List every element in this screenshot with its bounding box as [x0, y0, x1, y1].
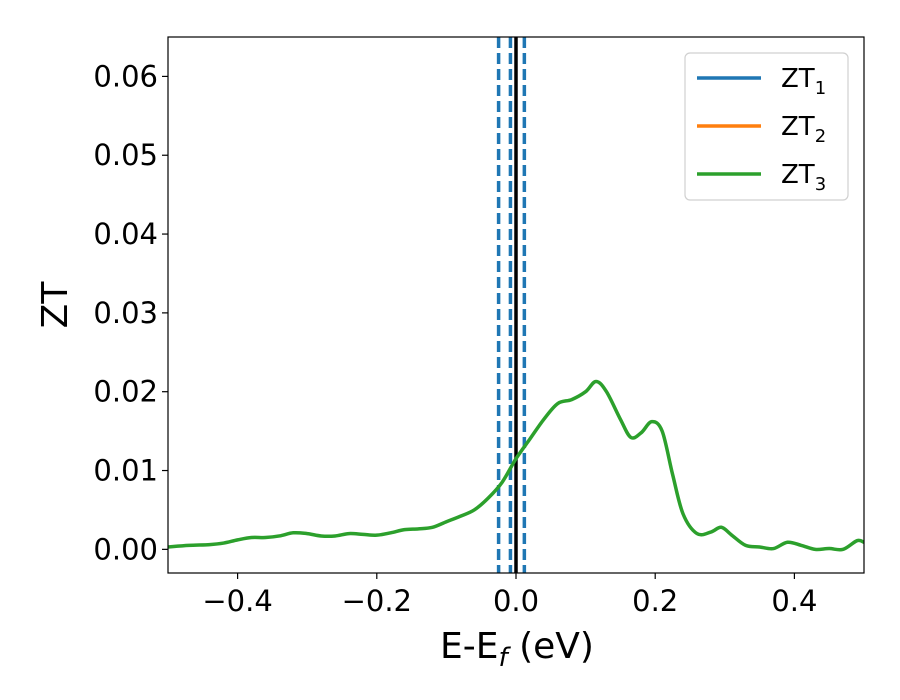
y-tick-label: 0.02	[93, 375, 158, 409]
x-tick-label: 0.2	[632, 584, 678, 618]
x-tick-label: 0.0	[493, 584, 539, 618]
x-tick-label: −0.2	[342, 584, 412, 618]
x-axis-label: E-Ef (eV)	[440, 626, 594, 673]
x-tick-label: −0.4	[202, 584, 272, 618]
y-tick-label: 0.01	[93, 454, 158, 488]
y-tick-label: 0.03	[93, 296, 158, 330]
legend-box	[684, 52, 849, 201]
legend-label-zt1: ZT1	[781, 64, 826, 99]
y-tick-label: 0.06	[93, 59, 158, 93]
y-tick-label: 0.04	[93, 217, 158, 251]
axis-ticks: −0.4 −0.2 0.0 0.2 0.4 0.00 0.01 0.02 0.03 0.04 0.0…	[93, 59, 817, 618]
legend: ZT1 ZT2 ZT3	[684, 52, 849, 201]
y-tick-label: 0.05	[93, 138, 158, 172]
x-tick-label: 0.4	[771, 584, 817, 618]
legend-label-zt3: ZT3	[781, 160, 826, 195]
y-tick-label: 0.00	[93, 532, 158, 566]
series-line-zt3	[168, 379, 864, 552]
data-layer	[168, 37, 864, 573]
x-axis-label-unit: (eV)	[508, 626, 594, 667]
x-axis-label-base: E-E	[440, 626, 498, 667]
legend-label-zt2: ZT2	[781, 112, 826, 147]
y-axis-label: ZT	[35, 281, 76, 329]
